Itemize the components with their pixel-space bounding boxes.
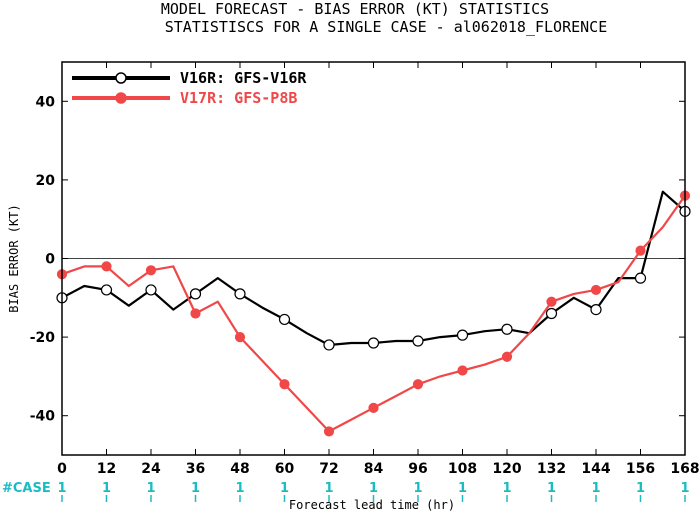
series-point [368, 402, 379, 413]
legend-marker [115, 72, 127, 84]
x-tick-label: 36 [186, 461, 205, 477]
legend-entry-1: V16R: GFS-V16R [72, 69, 307, 87]
series-point [234, 288, 246, 300]
y-axis-label: BIAS ERROR (KT) [7, 204, 21, 312]
series-point [323, 339, 335, 351]
series-point [367, 337, 380, 349]
series-line [61, 194, 686, 433]
case-count: 1 [324, 481, 333, 496]
legend-entry-2: V17R: GFS-P8B [72, 89, 297, 107]
series-point [501, 351, 513, 362]
x-tick-label: 24 [141, 461, 161, 477]
x-tick-label: 132 [537, 461, 566, 477]
series-point [545, 307, 558, 320]
x-tick-label: 120 [492, 461, 521, 477]
series-point [634, 272, 647, 284]
chart-subtitle: STATISTISCS FOR A SINGLE CASE - al062018… [165, 18, 608, 36]
y-tick-label: -20 [30, 330, 56, 346]
case-count: 1 [191, 481, 200, 496]
series-point [635, 245, 646, 256]
case-count-row: #CASE 1 1 1 1 1 1 1 1 1 1 1 1 1 1 1 [2, 481, 690, 502]
case-count: 1 [458, 481, 467, 496]
series-point [412, 335, 424, 347]
series-point [546, 296, 557, 307]
case-count: 1 [235, 481, 244, 496]
series-point [323, 426, 335, 437]
series-2 [56, 190, 691, 437]
case-count: 1 [146, 481, 155, 496]
legend-label: V16R: GFS-V16R [180, 69, 307, 87]
x-tick-label: 144 [581, 461, 610, 477]
case-count: 1 [280, 481, 289, 496]
legend-label: V17R: GFS-P8B [180, 89, 297, 107]
x-tick-label: 108 [448, 461, 477, 477]
legend-marker [115, 92, 127, 104]
series-point [145, 265, 157, 276]
case-count: 1 [502, 481, 511, 496]
series-point [457, 365, 468, 376]
case-count: 1 [102, 481, 111, 496]
series-point [412, 379, 424, 390]
case-count: 1 [547, 481, 556, 496]
x-tick-label: 84 [364, 461, 384, 477]
case-count: 1 [413, 481, 422, 496]
x-axis-label: Forecast lead time (hr) [289, 498, 455, 512]
case-count: 1 [636, 481, 645, 496]
series-point [101, 261, 112, 272]
case-count: 1 [591, 481, 600, 496]
series-point [100, 284, 113, 296]
series-point [278, 313, 291, 326]
y-tick-label: -40 [30, 409, 56, 425]
series-layer [56, 190, 691, 437]
series-point [189, 288, 202, 300]
y-tick-label: 0 [45, 252, 55, 268]
chart-title: MODEL FORECAST - BIAS ERROR (KT) STATIST… [161, 0, 549, 18]
x-tick-label: 72 [319, 461, 338, 477]
y-tick-label: 20 [36, 173, 56, 189]
legend: V16R: GFS-V16R V17R: GFS-P8B [72, 69, 307, 107]
series-point [590, 303, 602, 316]
case-count: 1 [680, 481, 689, 496]
y-tick-label: 40 [36, 94, 56, 110]
case-count: 1 [369, 481, 378, 496]
x-tick-label: 48 [230, 461, 249, 477]
x-tick-label: 0 [57, 461, 67, 477]
x-tick-label: 12 [97, 461, 116, 477]
x-tick-label: 168 [670, 461, 699, 477]
x-tick-label: 96 [408, 461, 427, 477]
series-point [190, 308, 201, 319]
series-point [145, 284, 157, 296]
series-point [234, 332, 246, 343]
case-count: 1 [57, 481, 66, 496]
x-tick-label: 156 [626, 461, 655, 477]
tick-layer: 0 12 24 36 48 60 72 84 96 108 120 132 144 156 168 40 20 0… [30, 62, 700, 477]
series-point [279, 379, 290, 390]
case-label: #CASE [2, 481, 51, 496]
series-point [456, 329, 469, 341]
series-point [501, 323, 513, 335]
x-tick-label: 60 [275, 461, 295, 477]
series-1 [56, 190, 691, 351]
series-point [590, 284, 602, 296]
